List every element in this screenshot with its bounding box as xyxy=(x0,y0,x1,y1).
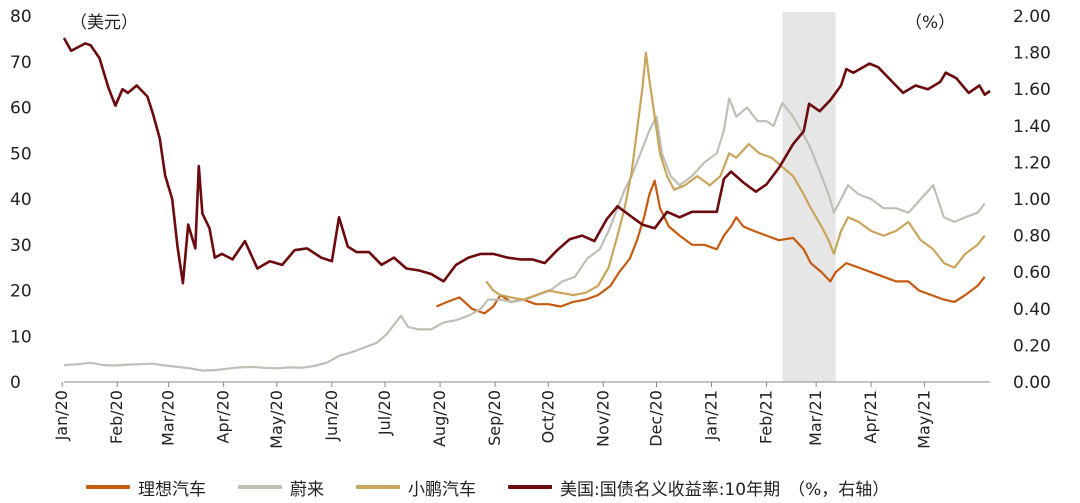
right-tick-label: 0.40 xyxy=(1013,300,1051,320)
right-tick-label: 1.60 xyxy=(1013,80,1051,100)
legend-item-li-auto: 理想汽车 xyxy=(86,475,206,500)
legend-swatch-li-auto xyxy=(86,485,130,489)
x-tick-label: Jun/20 xyxy=(322,390,341,442)
x-tick-label: Apr/21 xyxy=(861,390,880,443)
legend-item-xpeng: 小鹏汽车 xyxy=(356,475,476,500)
legend-label-xpeng: 小鹏汽车 xyxy=(408,479,476,500)
x-tick-label: Jan/20 xyxy=(52,390,71,441)
legend-note-us10y: （%，右轴） xyxy=(788,479,890,500)
right-tick-label: 2.00 xyxy=(1013,7,1051,27)
left-tick-label: 60 xyxy=(10,99,32,119)
x-tick-label: Nov/20 xyxy=(593,390,612,447)
right-axis-ticks: 0.00 0.20 0.40 0.60 0.80 1.00 1.20 1.40 1.60 1.80… xyxy=(1013,7,1051,393)
legend: 理想汽车 蔚来 小鹏汽车 美国:国债名义收益率:10年期 （%，右轴） xyxy=(86,472,1076,502)
x-tick-label: May/20 xyxy=(267,390,286,449)
right-tick-label: 1.40 xyxy=(1013,117,1051,137)
shaded-period xyxy=(782,12,836,382)
x-tick-label: Mar/21 xyxy=(806,390,825,446)
left-tick-label: 80 xyxy=(10,7,32,27)
x-tick-label: Aug/20 xyxy=(430,390,449,447)
left-tick-label: 40 xyxy=(10,190,32,210)
right-tick-label: 1.20 xyxy=(1013,153,1051,173)
left-tick-label: 0 xyxy=(10,373,21,393)
x-tick-label: May/21 xyxy=(914,390,933,449)
x-tick-label: Feb/20 xyxy=(107,390,126,444)
left-tick-label: 30 xyxy=(10,236,32,256)
x-tick-label: Apr/20 xyxy=(214,390,233,443)
left-tick-label: 50 xyxy=(10,144,32,164)
left-tick-label: 10 xyxy=(10,327,32,347)
x-tick-label: Sep/20 xyxy=(485,390,504,446)
legend-swatch-us10y xyxy=(508,485,552,489)
series-line-0 xyxy=(436,179,986,315)
x-tick-label: Feb/21 xyxy=(756,390,775,444)
series-line-1 xyxy=(63,97,986,372)
legend-label-nio: 蔚来 xyxy=(290,479,324,500)
series-line-2 xyxy=(485,51,986,301)
x-axis-ticks: Jan/20 Feb/20 Mar/20 Apr/20 May/20 Jun/20 Jul/… xyxy=(52,382,933,449)
right-axis-unit: （%） xyxy=(905,13,955,33)
legend-item-nio: 蔚来 xyxy=(238,475,324,500)
legend-label-li-auto: 理想汽车 xyxy=(138,479,206,500)
right-tick-label: 1.00 xyxy=(1013,190,1051,210)
right-tick-label: 0.60 xyxy=(1013,263,1051,283)
right-tick-label: 1.80 xyxy=(1013,44,1051,64)
legend-swatch-xpeng xyxy=(356,485,400,489)
right-tick-label: 0.20 xyxy=(1013,336,1051,356)
x-tick-label: Jan/21 xyxy=(701,390,720,441)
left-tick-label: 20 xyxy=(10,282,32,302)
right-tick-label: 0.00 xyxy=(1013,373,1051,393)
right-tick-label: 0.80 xyxy=(1013,227,1051,247)
legend-label-us10y: 美国:国债名义收益率:10年期 xyxy=(560,479,781,500)
left-tick-label: 70 xyxy=(10,53,32,73)
legend-swatch-nio xyxy=(238,485,282,489)
left-axis-ticks: 0 10 20 30 40 50 60 70 80 xyxy=(10,7,32,393)
x-tick-label: Oct/20 xyxy=(538,390,557,443)
series-line-3 xyxy=(62,37,991,285)
x-tick-label: Mar/20 xyxy=(159,390,178,446)
series-layer xyxy=(62,37,991,372)
x-tick-label: Dec/20 xyxy=(646,390,665,447)
x-tick-label: Jul/20 xyxy=(375,390,394,436)
legend-item-us10y: 美国:国债名义收益率:10年期 （%，右轴） xyxy=(508,475,889,500)
left-axis-unit: （美元） xyxy=(70,13,138,33)
